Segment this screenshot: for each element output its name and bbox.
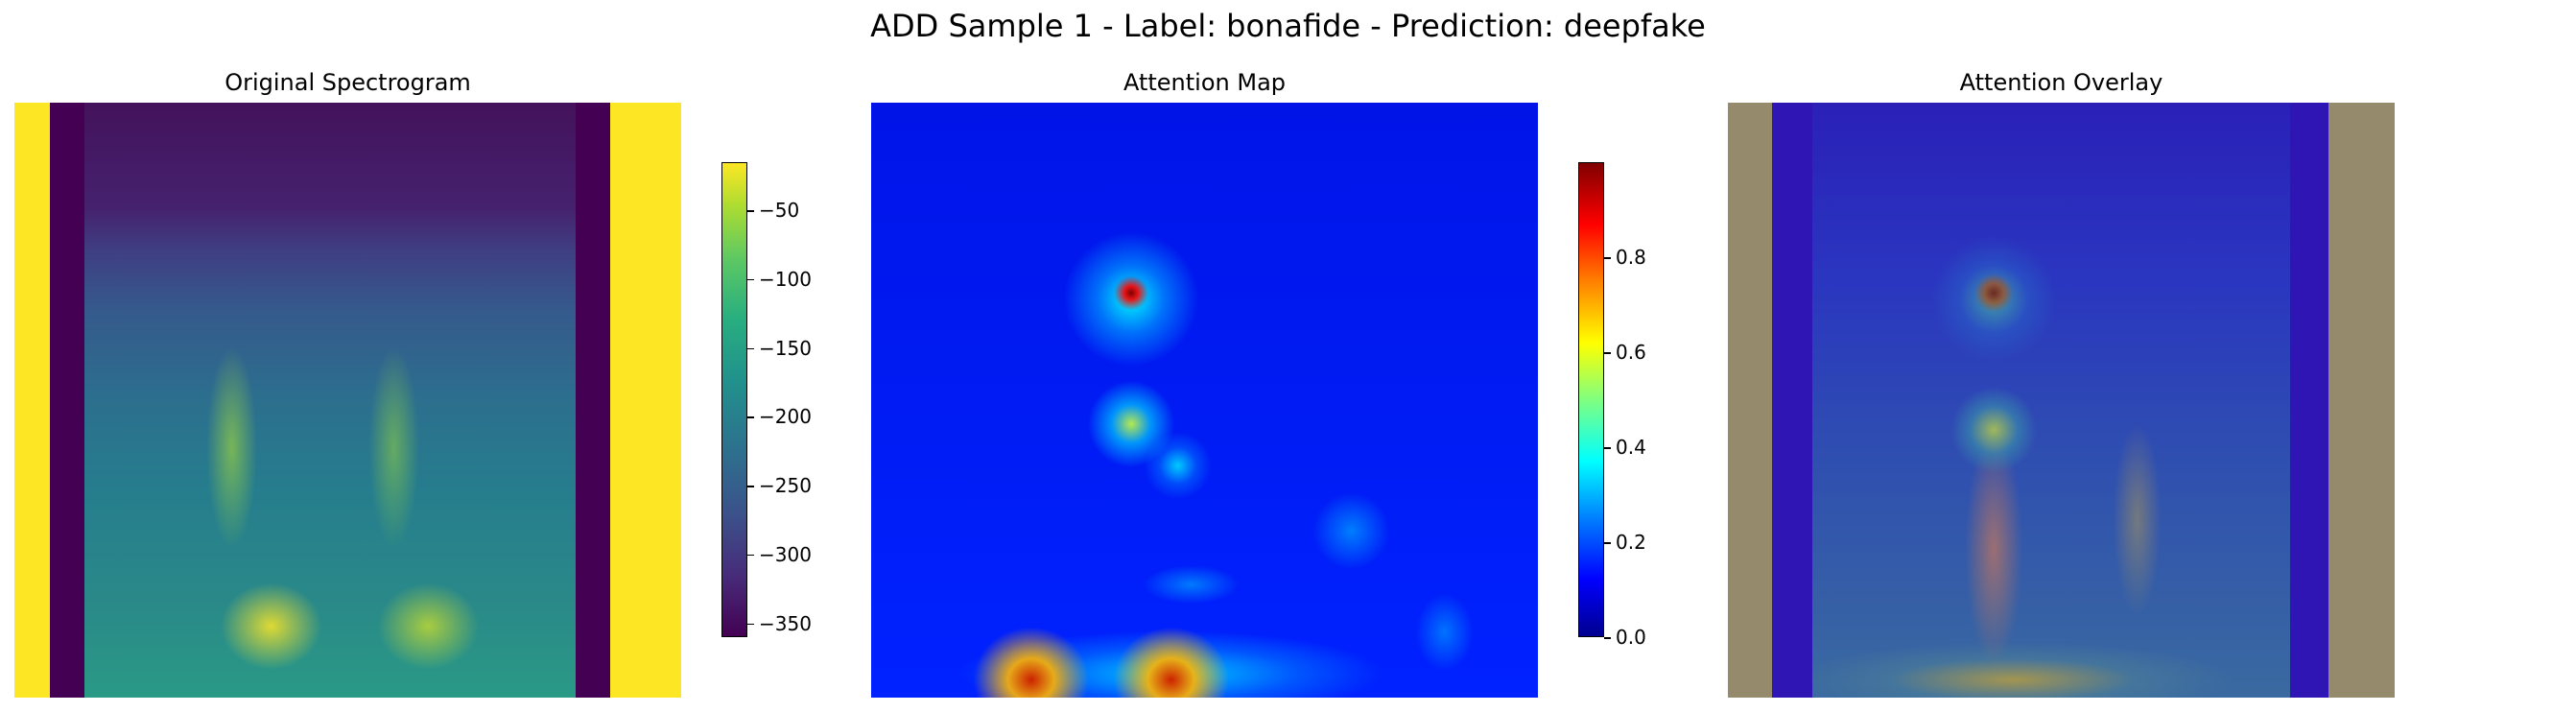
spectrogram-content — [84, 103, 576, 698]
attention-title: Attention Map — [1123, 69, 1287, 96]
spectrogram-colorbar-tickmark — [747, 554, 754, 557]
overlay-title: Attention Overlay — [1959, 69, 2163, 96]
attention-colorbar-tick-label: 0.4 — [1616, 436, 1646, 459]
overlay-content — [1812, 103, 2290, 698]
spectrogram-colorbar-tick-label: −200 — [759, 405, 812, 429]
spectrogram-colorbar-tick-label: −100 — [759, 267, 812, 291]
spectrogram-colorbar-tick-label: −300 — [759, 542, 812, 566]
spectrogram-colorbar-tickmark — [747, 347, 754, 350]
attention-colorbar-tickmark — [1604, 637, 1611, 639]
attention-overlay-image — [1728, 103, 2395, 698]
attention-colorbar-tick-label: 0.6 — [1616, 341, 1646, 364]
spectrogram-colorbar-tickmark — [747, 278, 754, 281]
spectrogram-colorbar-tick-label: −350 — [759, 611, 812, 635]
spectrogram-colorbar-tickmark — [747, 486, 754, 487]
attention-colorbar-tickmark — [1604, 447, 1611, 449]
attention-colorbar-tick-label: 0.8 — [1616, 246, 1646, 269]
spectrogram-title: Original Spectrogram — [225, 69, 471, 96]
attention-field — [871, 103, 1538, 698]
attention-colorbar — [1578, 162, 1604, 637]
spectrogram-colorbar-tick-label: −50 — [759, 199, 800, 223]
attention-colorbar-tick-label: 0.2 — [1616, 531, 1646, 554]
attention-colorbar-tickmark — [1604, 257, 1611, 259]
spectrogram-colorbar-tick-label: −150 — [759, 336, 812, 360]
spectrogram-colorbar-tickmark — [747, 416, 754, 418]
attention-map-image — [871, 103, 1538, 698]
attention-colorbar-tickmark — [1604, 352, 1611, 354]
spectrogram-colorbar-tickmark — [747, 210, 754, 212]
attention-colorbar-tickmark — [1604, 542, 1611, 544]
spectrogram-colorbar — [721, 162, 747, 637]
figure-title: ADD Sample 1 - Label: bonafide - Predict… — [870, 8, 1706, 44]
spectrogram-colorbar-tickmark — [747, 623, 754, 626]
spectrogram-colorbar-tick-label: −250 — [759, 474, 812, 498]
attention-colorbar-tick-label: 0.0 — [1616, 626, 1646, 649]
spectrogram-image — [14, 103, 681, 698]
